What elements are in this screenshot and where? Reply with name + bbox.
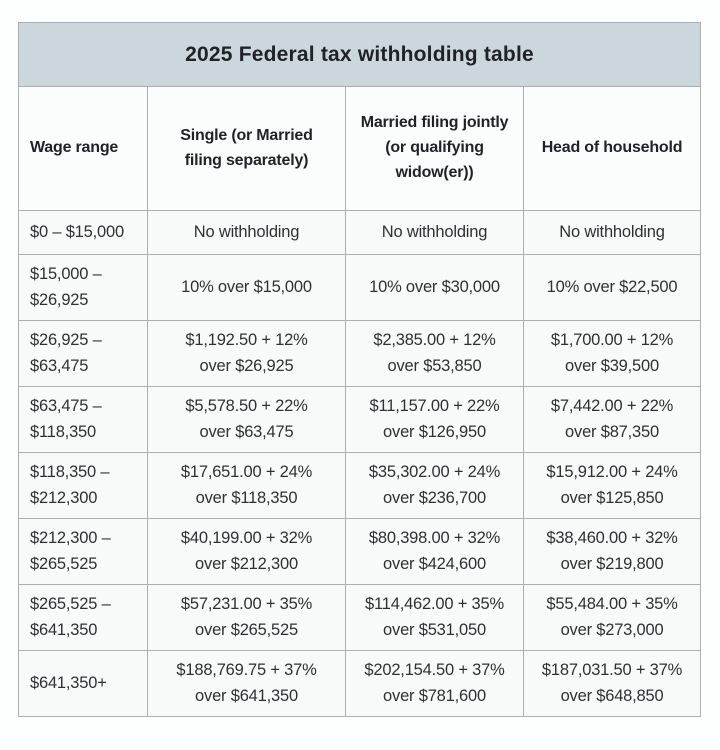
table-row: $0 – $15,000 No withholding No withholdi… bbox=[18, 210, 702, 255]
wage-range-cell: $212,300 – $265,525 bbox=[18, 518, 148, 585]
header-single: Single (or Married filing separately) bbox=[147, 86, 346, 211]
head-of-household-cell: $7,442.00 + 22% over $87,350 bbox=[522, 386, 702, 453]
married-cell: $11,157.00 + 22% over $126,950 bbox=[345, 386, 524, 453]
table-row: $15,000 – $26,925 10% over $15,000 10% o… bbox=[18, 254, 702, 321]
single-cell: $1,192.50 + 12% over $26,925 bbox=[147, 320, 346, 387]
wage-range-cell: $265,525 – $641,350 bbox=[18, 584, 148, 651]
head-of-household-cell: 10% over $22,500 bbox=[522, 254, 702, 321]
head-of-household-cell: $1,700.00 + 12% over $39,500 bbox=[522, 320, 702, 387]
married-cell: 10% over $30,000 bbox=[345, 254, 524, 321]
table-row: $118,350 – $212,300 $17,651.00 + 24% ove… bbox=[18, 452, 702, 519]
head-of-household-cell: $38,460.00 + 32% over $219,800 bbox=[522, 518, 702, 585]
header-wage-range: Wage range bbox=[18, 86, 148, 211]
wage-range-cell: $63,475 – $118,350 bbox=[18, 386, 148, 453]
head-of-household-cell: No withholding bbox=[522, 210, 702, 255]
head-of-household-cell: $15,912.00 + 24% over $125,850 bbox=[522, 452, 702, 519]
header-head-of-household: Head of household bbox=[522, 86, 702, 211]
wage-range-cell: $26,925 – $63,475 bbox=[18, 320, 148, 387]
single-cell: 10% over $15,000 bbox=[147, 254, 346, 321]
column-header-row: Wage range Single (or Married filing sep… bbox=[18, 86, 702, 211]
table-row: $26,925 – $63,475 $1,192.50 + 12% over $… bbox=[18, 320, 702, 387]
table-row: $265,525 – $641,350 $57,231.00 + 35% ove… bbox=[18, 584, 702, 651]
head-of-household-cell: $187,031.50 + 37% over $648,850 bbox=[522, 650, 702, 717]
wage-range-cell: $118,350 – $212,300 bbox=[18, 452, 148, 519]
single-cell: $5,578.50 + 22% over $63,475 bbox=[147, 386, 346, 453]
table-row: $212,300 – $265,525 $40,199.00 + 32% ove… bbox=[18, 518, 702, 585]
wage-range-cell: $0 – $15,000 bbox=[18, 210, 148, 255]
table-body: $0 – $15,000 No withholding No withholdi… bbox=[18, 210, 702, 717]
single-cell: $40,199.00 + 32% over $212,300 bbox=[147, 518, 346, 585]
single-cell: $17,651.00 + 24% over $118,350 bbox=[147, 452, 346, 519]
head-of-household-cell: $55,484.00 + 35% over $273,000 bbox=[522, 584, 702, 651]
single-cell: No withholding bbox=[147, 210, 346, 255]
single-cell: $57,231.00 + 35% over $265,525 bbox=[147, 584, 346, 651]
single-cell: $188,769.75 + 37% over $641,350 bbox=[147, 650, 346, 717]
married-cell: $202,154.50 + 37% over $781,600 bbox=[345, 650, 524, 717]
table-row: $63,475 – $118,350 $5,578.50 + 22% over … bbox=[18, 386, 702, 453]
table-row: $641,350+ $188,769.75 + 37% over $641,35… bbox=[18, 650, 702, 717]
wage-range-cell: $641,350+ bbox=[18, 650, 148, 717]
married-cell: $2,385.00 + 12% over $53,850 bbox=[345, 320, 524, 387]
tax-withholding-table: 2025 Federal tax withholding table Wage … bbox=[17, 22, 702, 717]
title-row: 2025 Federal tax withholding table bbox=[17, 22, 702, 87]
header-married-jointly: Married filing jointly (or qualifying wi… bbox=[345, 86, 524, 211]
married-cell: $35,302.00 + 24% over $236,700 bbox=[345, 452, 524, 519]
married-cell: $114,462.00 + 35% over $531,050 bbox=[345, 584, 524, 651]
table-title: 2025 Federal tax withholding table bbox=[17, 22, 702, 87]
married-cell: No withholding bbox=[345, 210, 524, 255]
wage-range-cell: $15,000 – $26,925 bbox=[18, 254, 148, 321]
married-cell: $80,398.00 + 32% over $424,600 bbox=[345, 518, 524, 585]
